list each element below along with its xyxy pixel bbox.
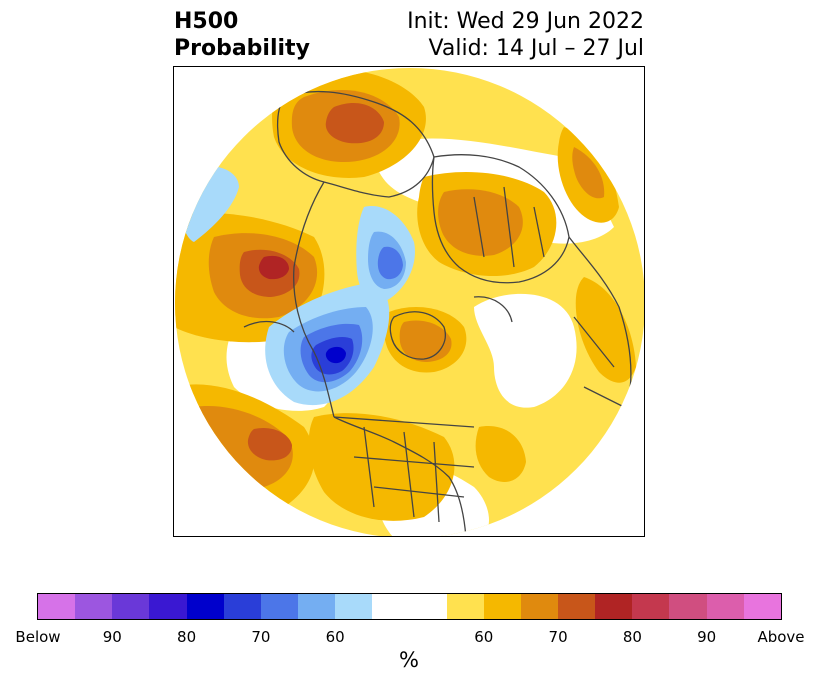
- colorbar-cell: [706, 594, 744, 619]
- map-title: H500 Probability: [174, 8, 310, 62]
- colorbar-tick-label: Above: [757, 628, 805, 646]
- colorbar-cell: [743, 594, 781, 619]
- colorbar-tick-label: 60: [474, 628, 494, 646]
- coastlines: [243, 90, 632, 536]
- valid-range: Valid: 14 Jul – 27 Jul: [428, 36, 644, 61]
- colorbar-cell: [260, 594, 298, 619]
- field-above-80: [258, 255, 289, 280]
- colorbar-cell: [520, 594, 558, 619]
- title-metric: Probability: [174, 36, 310, 61]
- colorbar-cell: [335, 594, 373, 619]
- colorbar-unit: %: [399, 648, 419, 672]
- colorbar-tick-label: 70: [548, 628, 568, 646]
- colorbar-cell: [75, 594, 113, 619]
- field-above-70: [438, 189, 523, 256]
- field-above-75: [325, 102, 384, 144]
- colorbar-tick-label: 80: [177, 628, 197, 646]
- colorbar-cell: [149, 594, 187, 619]
- colorbar-cell: [186, 594, 224, 619]
- colorbar-cell: [669, 594, 707, 619]
- title-variable: H500: [174, 9, 239, 34]
- colorbar-cell: [446, 594, 484, 619]
- colorbar-cell: [112, 594, 150, 619]
- colorbar-tick-label: 70: [251, 628, 271, 646]
- colorbar-tick-label: 90: [697, 628, 717, 646]
- colorbar-tick-label: 90: [102, 628, 122, 646]
- map-svg: [175, 68, 644, 536]
- colorbar-tick-label: 80: [622, 628, 642, 646]
- probability-map: [173, 66, 645, 537]
- field-below-80: [325, 346, 346, 364]
- colorbar-tick-label: Below: [15, 628, 61, 646]
- colorbar-cell: [557, 594, 596, 619]
- colorbar-cell: [632, 594, 670, 619]
- colorbar-cell: [595, 594, 633, 619]
- field-above-65: [575, 277, 636, 383]
- field-above-65: [308, 413, 455, 521]
- field-below-70: [377, 246, 403, 280]
- colorbar-tick-label: 60: [325, 628, 345, 646]
- colorbar-cell: [38, 594, 76, 619]
- colorbar-cell: [223, 594, 261, 619]
- field-neutral: [474, 293, 577, 408]
- field-above-75: [247, 427, 292, 461]
- init-date: Init: Wed 29 Jun 2022: [407, 9, 644, 34]
- colorbar-cell: [483, 594, 521, 619]
- colorbar-cell: [372, 594, 447, 619]
- colorbar-cell: [297, 594, 336, 619]
- colorbar: [37, 593, 782, 620]
- field-above-65: [475, 426, 526, 482]
- field-above-70: [572, 147, 605, 199]
- map-subtitle: Init: Wed 29 Jun 2022 Valid: 14 Jul – 27…: [407, 8, 644, 62]
